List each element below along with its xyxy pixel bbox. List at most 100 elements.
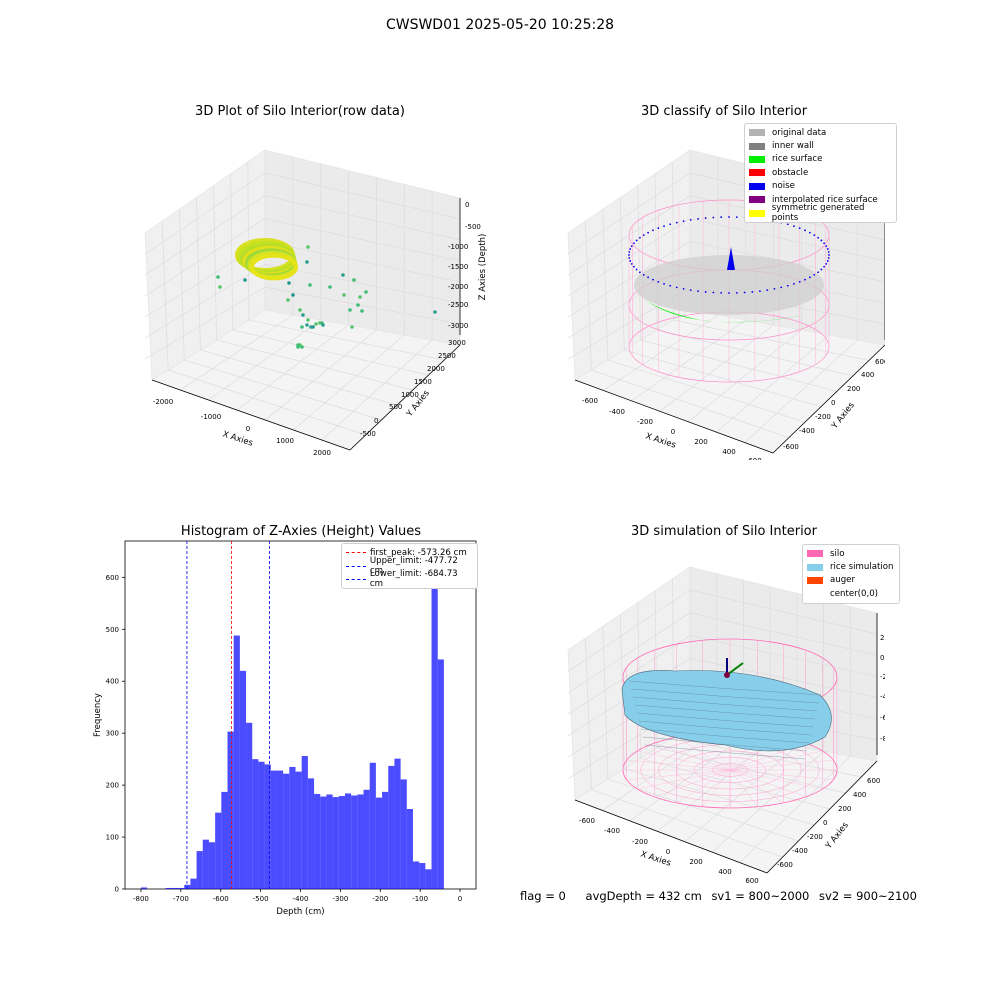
raw-grid-line <box>230 173 234 331</box>
histogram-y-tick-label: 200 <box>106 782 119 790</box>
simulation-z-tick-label: -400 <box>880 693 885 701</box>
histogram-bar <box>425 869 432 889</box>
histogram-bar <box>140 887 148 889</box>
histogram-bar <box>301 756 308 889</box>
histogram-bar <box>412 861 420 889</box>
avg-depth-readout: avgDepth = 432 cm <box>585 889 702 903</box>
raw-scatter-point <box>306 245 310 249</box>
classify-noise-point <box>827 257 830 259</box>
histogram-bar <box>357 794 364 889</box>
classify-y-tick-label: -200 <box>815 413 831 421</box>
histogram-y-axis-label: Frequency <box>93 693 103 737</box>
raw-grid-line <box>178 209 185 361</box>
histogram-bar <box>178 887 185 889</box>
simulation-rice-mesh-line <box>638 720 812 736</box>
histogram-x-axis-label: Depth (cm) <box>276 907 324 917</box>
classify-noise-point <box>642 234 645 237</box>
simulation-grid-line <box>739 755 851 863</box>
classify-noise-point <box>820 268 823 271</box>
classify-noise-point <box>820 239 823 242</box>
simulation-z-tick-label: -800 <box>880 735 885 743</box>
raw-grid-line <box>180 314 294 391</box>
histogram-bar <box>239 670 247 889</box>
raw-plot-title: 3D Plot of Silo Interior(row data) <box>195 104 405 119</box>
legend-swatch <box>807 576 823 584</box>
classify-noise-point <box>817 236 820 239</box>
sv2-readout: sv2 = 900~2100 <box>819 889 917 903</box>
simulation-legend-item: rice simulation <box>807 560 895 573</box>
raw-scatter-point <box>305 323 309 327</box>
classify-y-tick-label: 600 <box>875 358 885 366</box>
classify-y-tick-label: 200 <box>847 385 860 393</box>
raw-y-tick-label: 1000 <box>401 391 419 399</box>
histogram-bar <box>338 796 345 889</box>
simulation-y-tick-label: -600 <box>777 861 793 869</box>
classify-noise-point <box>657 280 660 283</box>
raw-z-tick-label: -2000 <box>448 283 468 291</box>
classify-noise-point <box>804 229 806 232</box>
raw-scatter-point <box>341 273 345 277</box>
classify-plot-title: 3D classify of Silo Interior <box>640 104 808 119</box>
raw-grid-line <box>144 195 266 276</box>
raw-grid-line <box>200 349 398 406</box>
simulation-silo-floor-spoke <box>676 736 731 771</box>
histogram-x-tick-label: -200 <box>372 895 388 903</box>
raw-y-tick-label: -500 <box>360 430 376 438</box>
classify-noise-point <box>704 217 707 219</box>
histogram-bar <box>221 791 228 889</box>
histogram-x-tick-label: -400 <box>293 895 309 903</box>
raw-grid-line <box>264 329 377 421</box>
histogram-bar <box>258 761 265 889</box>
raw-y-tick-label: 1500 <box>414 378 432 386</box>
classify-noise-point <box>628 254 630 256</box>
raw-scatter-point <box>305 260 309 264</box>
simulation-silo-floor-spoke <box>729 769 784 804</box>
classify-noise-point <box>632 242 635 245</box>
classify-noise-point <box>743 291 746 294</box>
classify-x-tick-label: -200 <box>637 418 653 426</box>
raw-grid-line <box>168 369 366 436</box>
simulation-y-tick-label: -200 <box>807 833 823 841</box>
legend-label: obstacle <box>772 167 809 178</box>
classify-noise-point <box>628 251 631 253</box>
simulation-grid-line <box>711 751 824 853</box>
simulation-y-axis <box>766 760 878 874</box>
legend-label: original data <box>772 127 827 138</box>
classify-noise-point <box>652 229 654 232</box>
classify-noise-point <box>642 273 645 276</box>
histogram-bar <box>289 766 296 889</box>
legend-swatch <box>749 142 765 150</box>
legend-swatch <box>749 209 765 217</box>
classify-y-tick-label: 0 <box>831 399 835 407</box>
classify-noise-point <box>675 286 678 289</box>
classify-noise-point <box>697 217 699 220</box>
raw-grid-line <box>293 334 405 431</box>
histogram-x-tick-label: -700 <box>173 895 189 903</box>
classify-grid-line <box>624 349 822 408</box>
raw-scatter-point <box>218 285 222 289</box>
classify-noise-point <box>635 239 638 242</box>
classify-noise-point <box>773 287 776 290</box>
raw-x-tick-label: -2000 <box>153 398 173 406</box>
raw-grid-line <box>144 263 266 339</box>
classify-x-tick-label: 600 <box>748 457 761 460</box>
simulation-silo-floor-spoke <box>729 750 823 771</box>
histogram-bar <box>270 770 277 889</box>
classify-legend-item: interpolated rice surface <box>749 193 892 206</box>
raw-x-tick-label: 1000 <box>276 437 294 445</box>
simulation-rice-mesh-line <box>634 704 816 720</box>
classify-noise-point <box>630 262 633 265</box>
raw-y-tick-label: 2000 <box>427 365 445 373</box>
simulation-legend: silo rice simulation auger center(0,0) <box>802 544 900 604</box>
histogram-chart: -800 -700 -600 -500 -400 -300 -200 -100 0 0 100 200… <box>93 540 477 917</box>
histogram-x-tick-label: -500 <box>253 895 269 903</box>
classify-noise-point <box>828 254 830 256</box>
histogram-title: Histogram of Z-Axies (Height) Values <box>180 524 422 539</box>
classify-x-tick-label: 400 <box>722 448 735 456</box>
raw-grid-line <box>161 221 169 371</box>
histogram-bar <box>320 796 327 889</box>
simulation-silo-floor-spoke <box>729 769 834 781</box>
classify-inner-wall-surface <box>634 255 824 315</box>
simulation-z-tick-label: -600 <box>880 714 885 722</box>
histogram-x-tick-label: -100 <box>412 895 428 903</box>
